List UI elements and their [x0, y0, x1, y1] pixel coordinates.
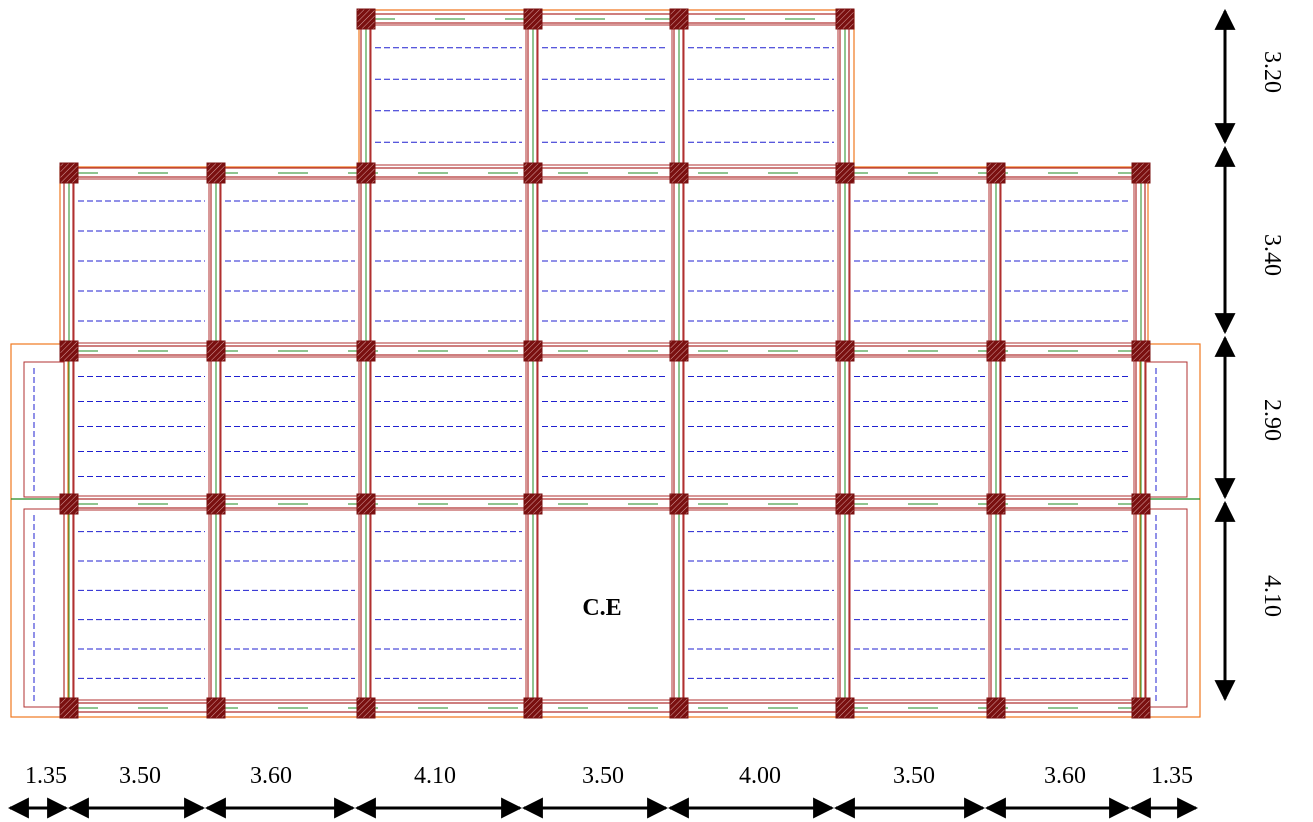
panel-border-0-3 [73, 509, 210, 701]
dim-col-8: 3.60 [1044, 763, 1086, 789]
panel-border-4-1 [683, 178, 839, 344]
dim-col-7: 3.50 [893, 763, 935, 789]
column [835, 340, 855, 362]
panel-border-0-2 [73, 356, 210, 497]
panel-border-5-1 [849, 178, 990, 344]
column [59, 493, 79, 515]
column [835, 697, 855, 719]
panel-border-1-2 [220, 356, 360, 497]
column [59, 697, 79, 719]
dim-col-5: 3.50 [582, 763, 624, 789]
column [523, 493, 543, 515]
cantilever-beam-4 [1145, 508, 1188, 708]
column [356, 697, 376, 719]
cantilever-beam-2 [23, 508, 65, 708]
slab-edge [59, 9, 1149, 718]
column [356, 340, 376, 362]
stair-cage-label: C.E [582, 595, 621, 621]
column [669, 697, 689, 719]
dim-row-2: 3.40 [1259, 234, 1285, 276]
columns [59, 8, 1151, 719]
panel-border-0-1 [73, 178, 210, 344]
dim-col-2: 3.50 [119, 763, 161, 789]
cantilever-right-edge [1139, 343, 1201, 718]
column [1131, 162, 1151, 184]
column [1131, 493, 1151, 515]
column [356, 493, 376, 515]
cantilever-beam-1 [23, 361, 65, 498]
column [206, 162, 226, 184]
panel-border-1-1 [220, 178, 360, 344]
beams [63, 13, 1146, 713]
panel-border-4-3 [683, 509, 839, 701]
column [835, 8, 855, 30]
dim-col-1: 1.35 [25, 763, 67, 789]
panel-border-2-0 [370, 24, 527, 166]
column [669, 8, 689, 30]
cantilever-slabs [10, 343, 1201, 718]
column [835, 162, 855, 184]
panel-border-3-2 [537, 356, 673, 497]
column [59, 162, 79, 184]
panel-border-3-1 [537, 178, 673, 344]
panel-border-6-1 [1000, 178, 1135, 344]
column [356, 162, 376, 184]
column [523, 8, 543, 30]
column [356, 8, 376, 30]
dim-col-3: 3.60 [250, 763, 292, 789]
panel-border-5-3 [849, 509, 990, 701]
dim-col-9: 1.35 [1151, 763, 1193, 789]
dim-row-3: 2.90 [1259, 399, 1285, 441]
dim-row-4: 4.10 [1259, 575, 1285, 617]
slab-edge-top [358, 9, 1149, 344]
column [986, 162, 1006, 184]
joists [78, 47, 1130, 679]
panel-border-2-2 [370, 356, 527, 497]
column [206, 340, 226, 362]
column [986, 340, 1006, 362]
panel-border-4-0 [683, 24, 839, 166]
cantilever-beam-3 [1145, 361, 1188, 498]
panel-border-3-3 [537, 509, 673, 701]
column [669, 493, 689, 515]
column [523, 162, 543, 184]
dim-row-1: 3.20 [1259, 51, 1285, 93]
column [986, 493, 1006, 515]
column [59, 340, 79, 362]
panel-border-6-3 [1000, 509, 1135, 701]
column [523, 697, 543, 719]
panel-border-5-2 [849, 356, 990, 497]
column [669, 340, 689, 362]
column [206, 697, 226, 719]
dimension-arrows [7, 8, 1236, 819]
dim-col-4: 4.10 [414, 763, 456, 789]
column [835, 493, 855, 515]
column [986, 697, 1006, 719]
column [523, 340, 543, 362]
panel-border-6-2 [1000, 356, 1135, 497]
panel-border-3-0 [537, 24, 673, 166]
dim-col-6: 4.00 [739, 763, 781, 789]
panel-border-2-1 [370, 178, 527, 344]
panel-border-2-3 [370, 509, 527, 701]
panel-border-4-2 [683, 356, 839, 497]
cantilever-left-edge [10, 343, 69, 718]
column [1131, 697, 1151, 719]
column [669, 162, 689, 184]
panel-border-1-3 [220, 509, 360, 701]
dimension-line-horizontal: 1.35 3.50 3.60 4.10 3.50 4.00 3.50 3.60 … [25, 763, 1193, 789]
dimension-line-vertical: 3.20 3.40 2.90 4.10 [1259, 51, 1285, 617]
column [206, 493, 226, 515]
column [1131, 340, 1151, 362]
